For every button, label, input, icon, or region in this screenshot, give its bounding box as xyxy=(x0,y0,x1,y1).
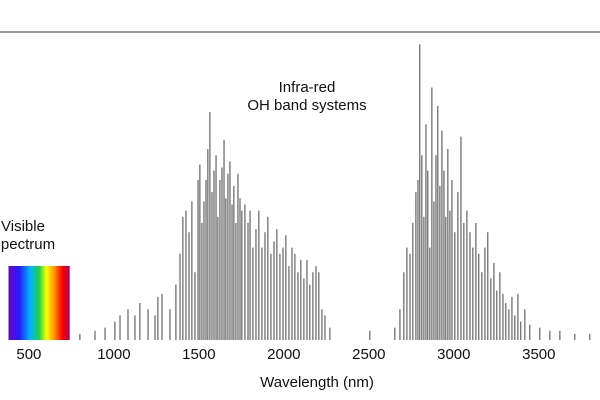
annotation: OH band systems xyxy=(247,97,366,114)
visible-band xyxy=(8,266,70,340)
x-tick-label: 500 xyxy=(16,346,41,363)
x-tick-label: 2500 xyxy=(352,346,385,363)
x-tick-label: 1000 xyxy=(97,346,130,363)
x-tick-label: 1500 xyxy=(182,346,215,363)
x-axis-label: Wavelength (nm) xyxy=(260,374,374,391)
x-tick-label: 3500 xyxy=(522,346,555,363)
annotation: Spectrum xyxy=(0,236,55,253)
annotation: Infra-red xyxy=(279,79,336,96)
x-tick-label: 2000 xyxy=(267,346,300,363)
annotation: Visible xyxy=(1,218,45,235)
x-tick-label: 3000 xyxy=(437,346,470,363)
